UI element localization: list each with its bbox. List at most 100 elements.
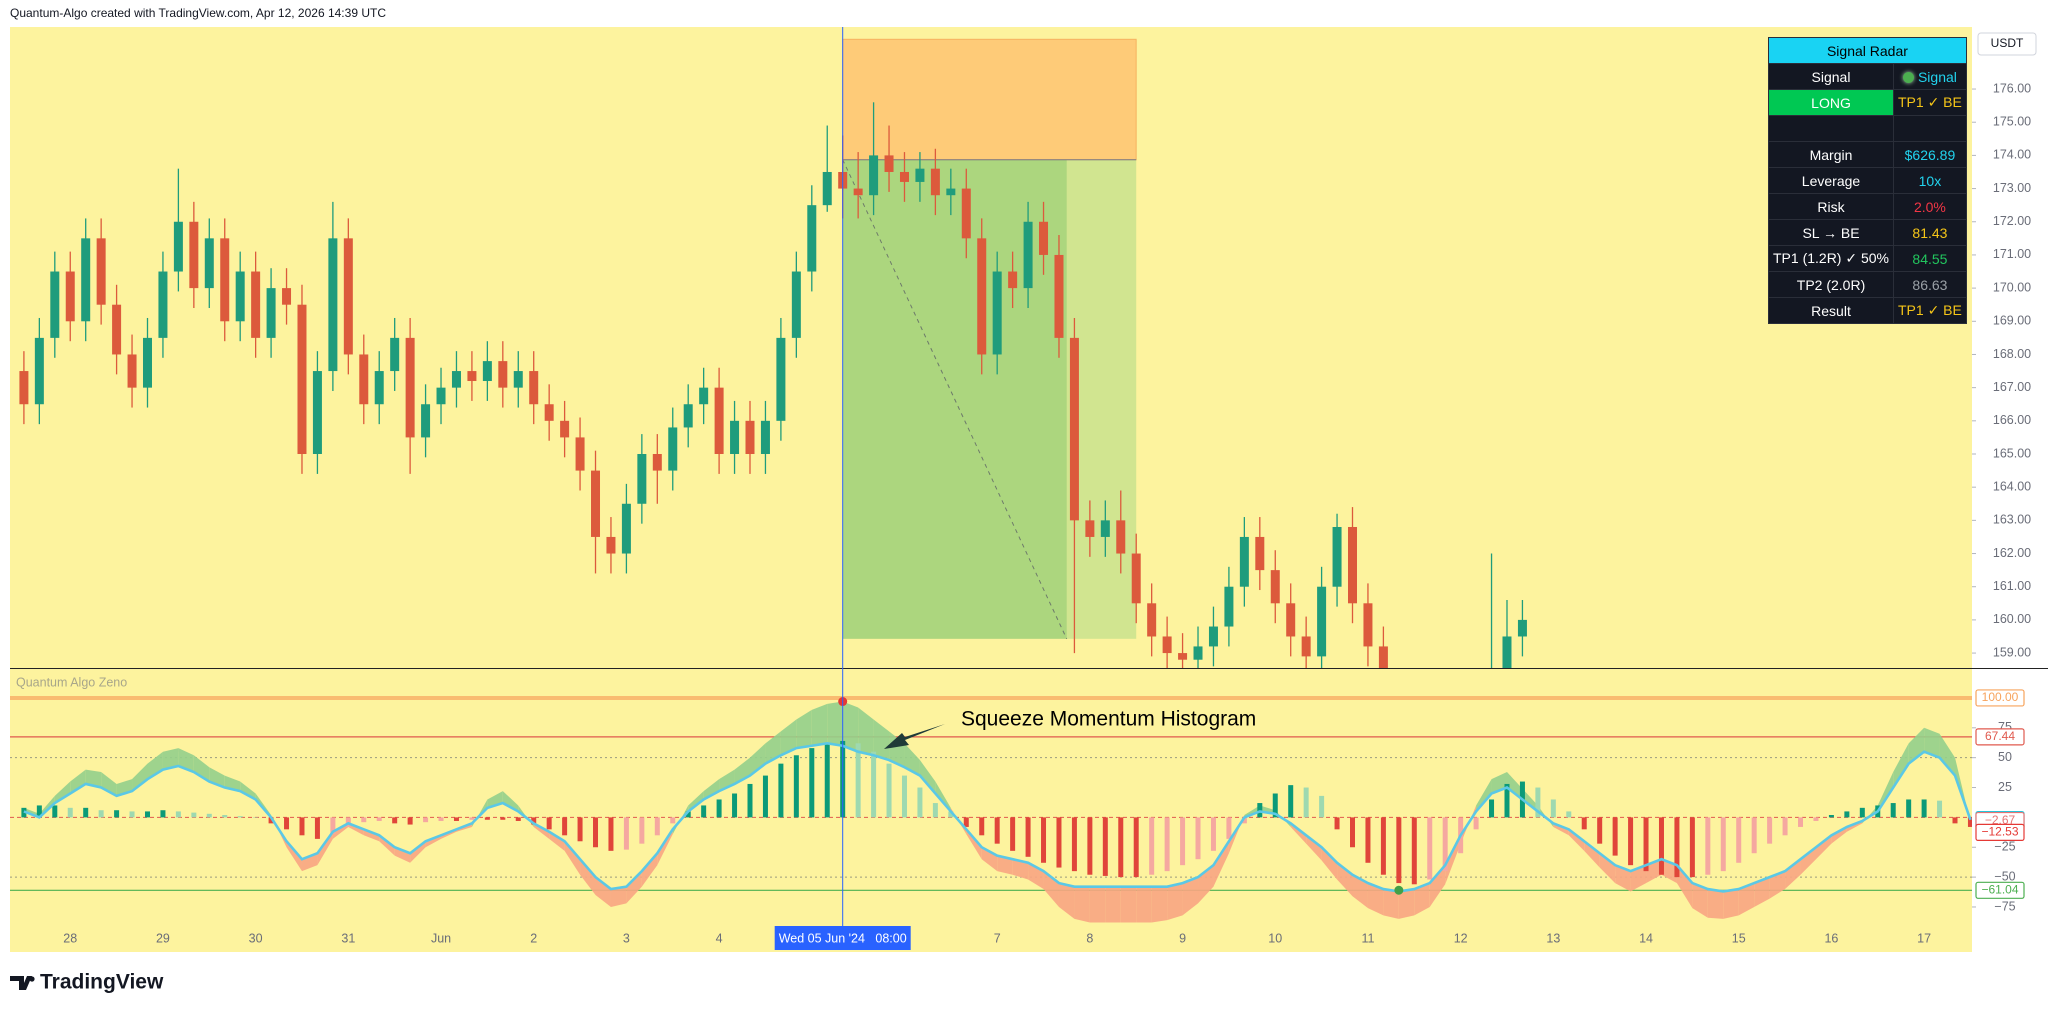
histogram-bar [52, 805, 58, 818]
y-tick-label: 163.00 [1993, 513, 2031, 527]
candle-body [683, 404, 693, 428]
histogram-bar [1566, 811, 1572, 818]
histogram-bar [778, 763, 784, 818]
envelope-fill [703, 779, 720, 800]
histogram-bar [1210, 817, 1216, 851]
y-tick-label: −75 [1994, 899, 2015, 913]
candle-body [699, 387, 709, 405]
candle-body [96, 238, 106, 305]
envelope-fill [1815, 835, 1832, 860]
histogram-bar [1010, 817, 1016, 851]
histogram-bar [1025, 817, 1031, 857]
candle-body [930, 168, 940, 196]
radar-value: 10x [1893, 167, 1967, 194]
x-tick-label: 14 [1639, 931, 1653, 945]
envelope-fill [935, 781, 951, 812]
histogram-bar [1828, 815, 1834, 818]
radar-value: TP1 ✓ BE [1893, 89, 1967, 116]
oscillator-pane: Quantum Algo Zeno [10, 675, 1972, 923]
histogram-bar [1906, 799, 1912, 818]
histogram-bar [1149, 817, 1155, 875]
value-tag-box [1975, 823, 2025, 841]
histogram-bar [222, 815, 228, 818]
histogram-bar [762, 775, 768, 818]
histogram-bar [963, 817, 969, 827]
candle-body [1162, 636, 1172, 654]
envelope-fill [70, 769, 86, 794]
x-tick-label: 3 [623, 931, 630, 945]
candle-body [112, 304, 122, 355]
candle-body [1131, 553, 1141, 604]
envelope-fill [564, 841, 581, 875]
candle-body [1317, 586, 1327, 657]
histogram-bar [639, 817, 645, 844]
envelope-fill [1939, 733, 1956, 776]
histogram-bar [1241, 817, 1247, 824]
envelope-fill [286, 841, 302, 872]
histogram-bar [1102, 817, 1108, 876]
signal-marker [1394, 885, 1404, 895]
candle-body [992, 271, 1002, 355]
envelope-fill [132, 763, 148, 792]
x-tick-label: 7 [994, 931, 1001, 945]
candle-body [915, 168, 925, 182]
histogram-bar [1118, 817, 1124, 878]
candle-body [34, 337, 44, 405]
y-tick-label: 160.00 [1993, 612, 2031, 626]
annotation: Squeeze Momentum Histogram [961, 708, 1256, 731]
histogram-bar [469, 817, 475, 820]
level-tag-label: 100.00 [1982, 690, 2019, 704]
histogram-bar [562, 817, 568, 836]
envelope-fill [1769, 871, 1786, 899]
histogram-bar [1087, 817, 1093, 875]
candle-body [529, 371, 539, 405]
candle-body [1255, 536, 1265, 571]
candle-body [158, 271, 168, 338]
histogram-bar [1164, 817, 1170, 872]
x-tick-label: 28 [63, 931, 77, 945]
histogram-bar [1612, 817, 1618, 856]
candle-body [374, 371, 384, 405]
candle-body [637, 454, 647, 504]
candle-body [498, 361, 508, 388]
radar-label: Leverage [1768, 167, 1894, 194]
candle-body [312, 371, 322, 455]
candle-body [961, 188, 971, 239]
histogram-bar [1813, 817, 1819, 821]
candle-body [1054, 254, 1064, 338]
candle-body [807, 205, 817, 272]
envelope-fill [1908, 727, 1925, 764]
y-tick-label: −50 [1994, 869, 2015, 883]
envelope-fill [147, 751, 163, 780]
candle-body [575, 437, 585, 471]
histogram-bar [299, 817, 305, 836]
candle-body [946, 188, 956, 196]
histogram-bar [407, 817, 413, 825]
histogram-bar [546, 817, 552, 830]
histogram-bar [979, 817, 985, 836]
envelope-fill [1707, 889, 1724, 919]
envelope-fill [317, 831, 333, 866]
currency-box[interactable] [1977, 32, 2037, 56]
envelope-fill [1584, 841, 1600, 868]
envelope-fill [1074, 886, 1090, 923]
candle-body [776, 337, 786, 421]
histogram-bar [453, 817, 459, 821]
level-tag-box [1975, 881, 2025, 899]
envelope-fill [101, 772, 117, 796]
candle-body [266, 288, 276, 338]
envelope-fill [610, 886, 627, 907]
candle-body [1039, 221, 1049, 255]
candle-body [606, 536, 616, 554]
histogram-bar [1380, 817, 1386, 875]
logo-dot [29, 976, 35, 982]
envelope-fill [1058, 883, 1075, 919]
histogram-bar [1535, 787, 1541, 818]
envelope-fill [1506, 772, 1523, 800]
signal-text: Signal [1917, 68, 1957, 85]
histogram-bar [1396, 817, 1402, 884]
histogram-bar [1288, 785, 1294, 818]
envelope-fill [1785, 859, 1801, 890]
histogram-bar [114, 810, 120, 818]
histogram-bar [1319, 795, 1325, 818]
